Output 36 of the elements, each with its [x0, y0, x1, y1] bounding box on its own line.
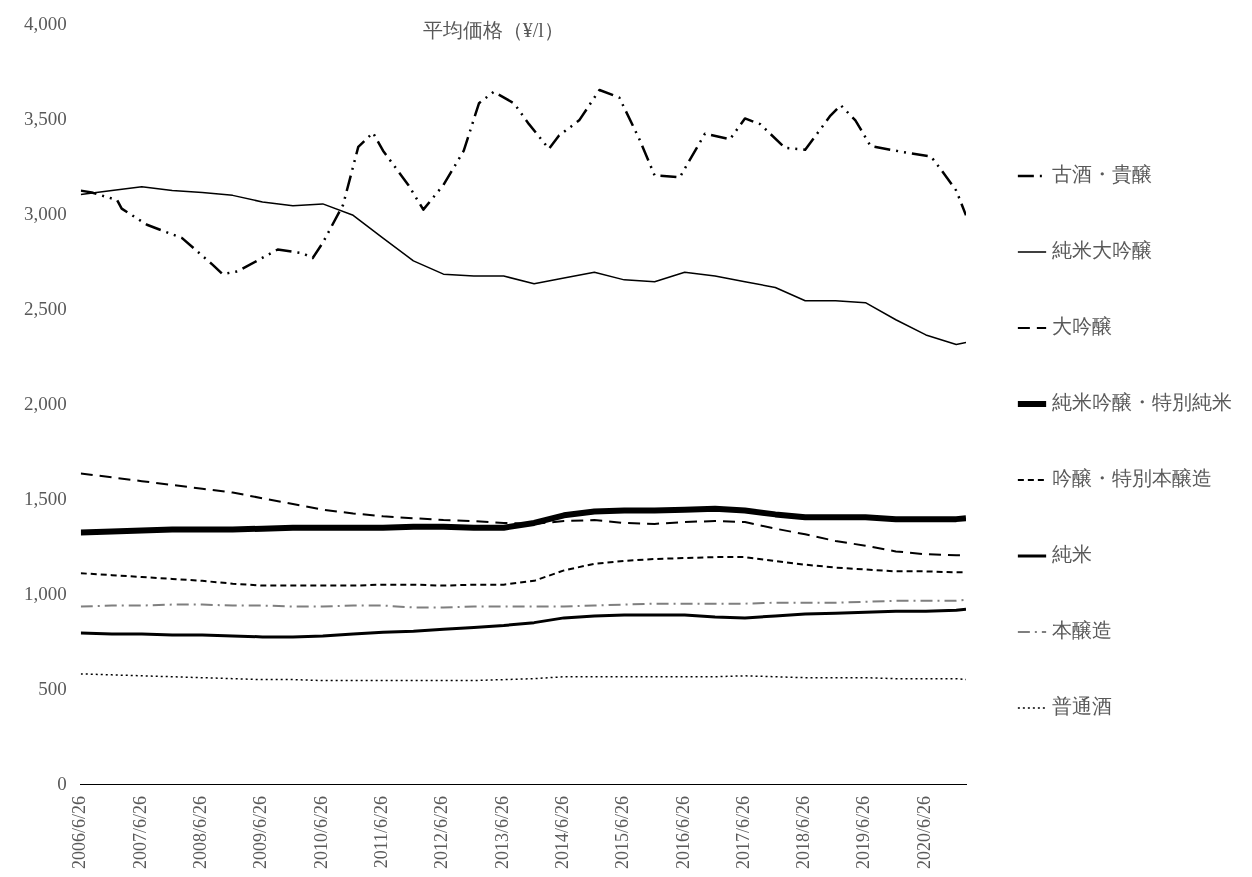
x-tick-label: 2013/6/26 [491, 796, 512, 870]
x-tick-label: 2011/6/26 [370, 796, 391, 869]
legend-label: 普通酒 [1052, 695, 1112, 718]
x-tick-label: 2014/6/26 [551, 796, 572, 870]
x-tick-label: 2016/6/26 [672, 796, 693, 870]
x-tick-label: 2019/6/26 [853, 796, 874, 870]
y-tick-label: 1,000 [24, 583, 67, 605]
x-tick-label: 2018/6/26 [793, 796, 814, 870]
line-series [80, 673, 966, 682]
legend-label: 吟醸・特別本醸造 [1052, 467, 1212, 490]
y-tick-label: 500 [38, 678, 67, 700]
legend-label: 純米吟醸・特別純米 [1052, 391, 1232, 414]
line-series [80, 556, 966, 587]
x-tick-label: 2012/6/26 [431, 796, 452, 870]
x-tick-label: 2007/6/26 [129, 796, 150, 870]
legend-label: 大吟醸 [1052, 315, 1112, 338]
y-tick-label: 0 [57, 772, 67, 794]
y-tick-label: 1,500 [24, 488, 67, 510]
chart-title: 平均価格（¥/l） [422, 19, 564, 42]
x-tick-label: 2006/6/26 [69, 796, 90, 870]
x-tick-label: 2008/6/26 [190, 796, 211, 870]
legend-label: 純米大吟醸 [1052, 239, 1152, 262]
y-tick-label: 2,500 [24, 298, 67, 320]
legend-label: 古酒・貴醸 [1052, 163, 1152, 186]
legend-label: 純米 [1052, 543, 1092, 566]
y-tick-label: 3,000 [24, 203, 67, 225]
x-tick-label: 2020/6/26 [913, 796, 934, 870]
x-tick-label: 2010/6/26 [310, 796, 331, 870]
x-tick-label: 2015/6/26 [612, 796, 633, 870]
y-tick-label: 4,000 [24, 13, 67, 35]
y-tick-label: 3,500 [24, 108, 67, 130]
x-tick-label: 2017/6/26 [732, 796, 753, 870]
y-tick-label: 2,000 [24, 393, 67, 415]
line-series [80, 598, 966, 609]
legend-label: 本醸造 [1052, 619, 1112, 642]
x-tick-label: 2009/6/26 [250, 796, 271, 870]
